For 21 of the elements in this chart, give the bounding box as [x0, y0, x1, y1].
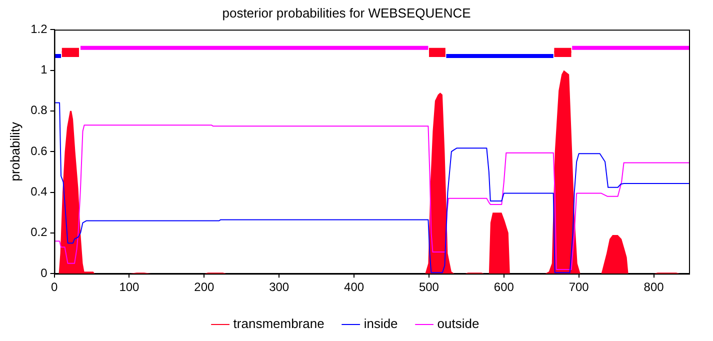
x-tick-label: 500 [418, 280, 440, 294]
legend-label: outside [437, 316, 480, 332]
x-tick-label: 100 [119, 280, 140, 294]
y-tick-label: 1 [40, 62, 48, 77]
y-tick-label: 0 [40, 266, 48, 280]
x-tick-label: 800 [644, 280, 664, 294]
y-tick-label: 1.2 [30, 22, 48, 36]
y-tick-label: 0.8 [30, 103, 48, 118]
y-tick-label: 0.2 [30, 225, 48, 240]
x-tick-label: 200 [194, 280, 214, 294]
y-tick-label: 0.6 [30, 144, 48, 158]
chart-title: posterior probabilities for WEBSEQUENCE [222, 5, 472, 20]
y-axis-title: probability [7, 121, 22, 182]
x-tick-label: 300 [269, 280, 290, 294]
legend-label: inside [364, 316, 398, 332]
x-tick-label: 400 [344, 280, 364, 294]
x-tick-label: 0 [50, 280, 58, 294]
y-tick-label: 0.4 [30, 184, 48, 199]
x-tick-label: 600 [494, 280, 514, 294]
x-tick-label: 700 [568, 280, 590, 294]
legend-label: transmembrane [233, 316, 324, 332]
